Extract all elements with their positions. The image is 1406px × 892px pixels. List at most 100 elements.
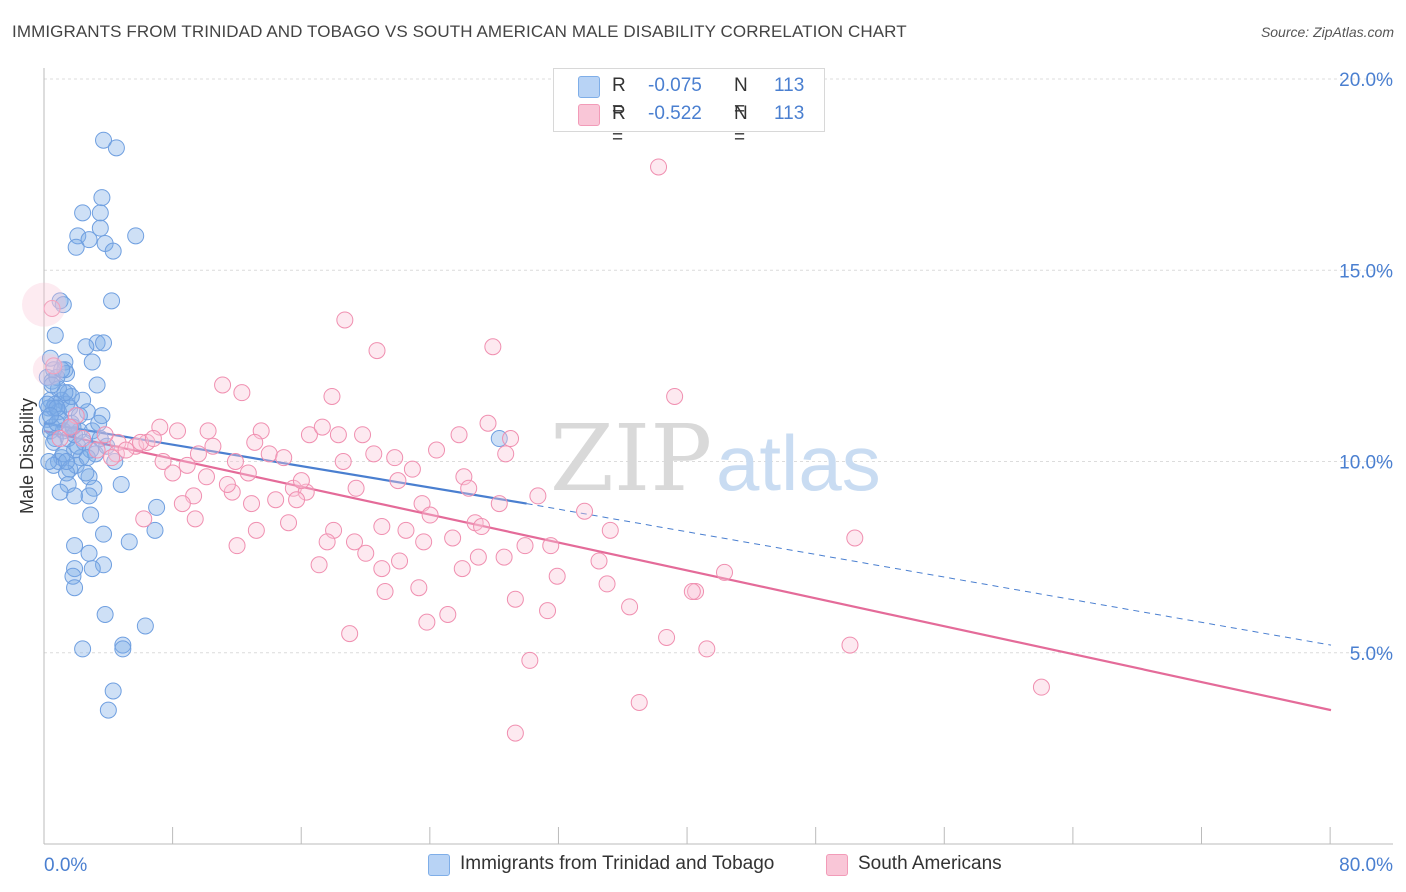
point-south-american (154, 453, 172, 470)
point-trinidad (95, 334, 113, 352)
trend-lines (43, 422, 1332, 712)
point-south-american (389, 472, 407, 490)
legend-r-label: R = (612, 103, 626, 148)
point-south-american (313, 418, 331, 436)
point-trinidad (53, 361, 71, 379)
point-trinidad (82, 506, 100, 524)
point-trinidad (146, 521, 164, 539)
point-trinidad (43, 376, 61, 394)
point-trinidad (114, 640, 132, 658)
point-south-american (506, 724, 524, 742)
point-south-american (418, 613, 436, 631)
point-south-american (189, 445, 207, 463)
point-south-american (473, 518, 491, 536)
point-south-american (260, 445, 278, 463)
point-trinidad (83, 560, 101, 578)
point-south-american (233, 384, 251, 402)
point-south-american (484, 338, 502, 356)
point-south-american (357, 544, 375, 562)
chart-title: IMMIGRANTS FROM TRINIDAD AND TOBAGO VS S… (12, 22, 907, 41)
point-south-american (479, 414, 497, 432)
point-south-american (444, 529, 462, 547)
point-trinidad (54, 296, 72, 314)
point-south-american (247, 521, 265, 539)
point-south-american (397, 521, 415, 539)
point-south-american (630, 693, 648, 711)
point-south-american (288, 491, 306, 509)
point-trinidad (95, 525, 113, 543)
point-south-american (169, 422, 187, 440)
point-south-american (300, 426, 318, 444)
trend-line-trinidad-extension (526, 503, 1332, 646)
point-trinidad (107, 139, 125, 157)
legend-n-label: N = (734, 75, 748, 120)
point-south-american (365, 445, 383, 463)
point-south-american (43, 300, 61, 317)
point-south-american (228, 537, 246, 555)
point-south-american (506, 590, 524, 608)
series-label-south-americans: South Americans (858, 853, 1002, 874)
point-south-american (590, 552, 608, 570)
point-south-american (267, 491, 285, 509)
y-tick-label: 15.0% (1339, 261, 1393, 282)
y-tick-label: 20.0% (1339, 70, 1393, 91)
point-south-american (598, 575, 616, 593)
point-south-american (345, 533, 363, 551)
point-trinidad (148, 498, 166, 516)
point-trinidad (66, 487, 84, 505)
series-label-trinidad: Immigrants from Trinidad and Tobago (460, 853, 775, 874)
point-south-american (239, 464, 257, 482)
y-tick-label: 10.0% (1339, 453, 1393, 474)
chart-source: Source: ZipAtlas.com (1260, 24, 1394, 40)
point-south-american (469, 548, 487, 566)
point-south-american (403, 460, 421, 478)
point-south-american (310, 556, 328, 574)
point-south-american (323, 387, 341, 405)
point-trinidad (80, 487, 98, 505)
point-trinidad (104, 242, 122, 260)
point-south-american (275, 449, 293, 467)
point-south-american (376, 583, 394, 601)
point-south-american (666, 387, 684, 405)
point-south-american (186, 510, 204, 528)
point-trinidad (80, 544, 98, 562)
point-south-american (88, 441, 106, 459)
point-south-american (135, 510, 153, 528)
point-south-american (421, 506, 439, 524)
point-trinidad (51, 483, 69, 501)
x-tick-label: 0.0% (44, 855, 87, 876)
point-trinidad (104, 682, 122, 700)
point-south-american (516, 537, 534, 555)
point-trinidad (95, 131, 113, 149)
point-trinidad (120, 533, 138, 551)
point-south-american (548, 567, 566, 585)
point-south-american (164, 464, 182, 482)
series-swatch-south-americans (826, 854, 848, 876)
point-south-american (74, 430, 92, 448)
watermark-zip: ZIP (550, 405, 712, 512)
point-trinidad (88, 376, 106, 394)
trend-line-south-americans (43, 429, 1332, 712)
point-south-american (460, 479, 478, 497)
point-south-american (621, 598, 639, 616)
point-south-american-cluster (32, 353, 65, 386)
point-trinidad (56, 384, 74, 402)
point-south-american (173, 495, 191, 513)
point-trinidad (66, 579, 84, 597)
point-south-american (197, 468, 215, 486)
point-south-american (292, 472, 310, 490)
point-south-american (218, 475, 236, 493)
point-trinidad (103, 292, 121, 310)
point-south-american (658, 628, 676, 646)
point-south-american (354, 426, 372, 444)
y-tick-label: 5.0% (1350, 644, 1393, 665)
legend-n-label: N = (734, 103, 748, 148)
point-trinidad (114, 636, 132, 654)
point-south-american (280, 514, 298, 532)
point-south-american (410, 579, 428, 597)
point-south-american (243, 495, 261, 513)
point-south-american (502, 430, 520, 448)
point-south-american (415, 533, 433, 551)
data-points (22, 131, 1050, 742)
